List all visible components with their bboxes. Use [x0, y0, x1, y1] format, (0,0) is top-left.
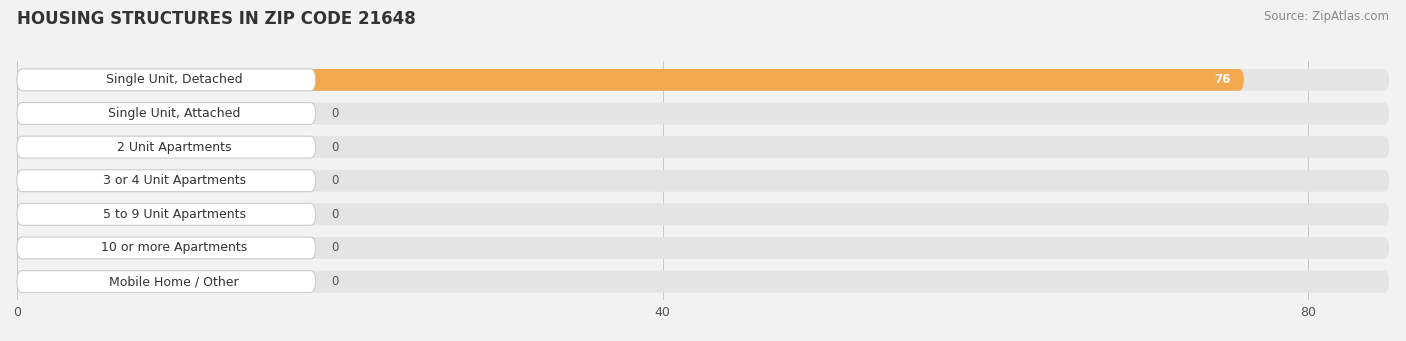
Text: 5 to 9 Unit Apartments: 5 to 9 Unit Apartments [103, 208, 246, 221]
Text: 2 Unit Apartments: 2 Unit Apartments [117, 140, 232, 153]
FancyBboxPatch shape [17, 103, 1389, 124]
FancyBboxPatch shape [17, 237, 1389, 259]
FancyBboxPatch shape [17, 136, 1389, 158]
Text: 0: 0 [332, 241, 339, 254]
FancyBboxPatch shape [17, 170, 315, 192]
FancyBboxPatch shape [17, 237, 315, 259]
Text: 0: 0 [332, 140, 339, 153]
FancyBboxPatch shape [17, 271, 1389, 293]
FancyBboxPatch shape [17, 103, 315, 124]
Text: 76: 76 [1215, 73, 1230, 86]
Text: Mobile Home / Other: Mobile Home / Other [110, 275, 239, 288]
FancyBboxPatch shape [17, 271, 315, 293]
Text: 0: 0 [332, 208, 339, 221]
FancyBboxPatch shape [17, 69, 315, 91]
FancyBboxPatch shape [17, 136, 315, 158]
Text: Single Unit, Attached: Single Unit, Attached [108, 107, 240, 120]
FancyBboxPatch shape [17, 237, 315, 259]
Text: 3 or 4 Unit Apartments: 3 or 4 Unit Apartments [103, 174, 246, 187]
FancyBboxPatch shape [17, 170, 315, 192]
Text: 0: 0 [332, 107, 339, 120]
FancyBboxPatch shape [17, 271, 315, 293]
FancyBboxPatch shape [17, 170, 1389, 192]
FancyBboxPatch shape [17, 69, 1389, 91]
FancyBboxPatch shape [17, 103, 315, 124]
Text: 0: 0 [332, 174, 339, 187]
Text: 10 or more Apartments: 10 or more Apartments [101, 241, 247, 254]
FancyBboxPatch shape [17, 204, 315, 225]
FancyBboxPatch shape [17, 136, 315, 158]
Text: Source: ZipAtlas.com: Source: ZipAtlas.com [1264, 10, 1389, 23]
Text: 0: 0 [332, 275, 339, 288]
FancyBboxPatch shape [17, 204, 315, 225]
FancyBboxPatch shape [17, 204, 1389, 225]
Text: Single Unit, Detached: Single Unit, Detached [105, 73, 243, 86]
Text: HOUSING STRUCTURES IN ZIP CODE 21648: HOUSING STRUCTURES IN ZIP CODE 21648 [17, 10, 416, 28]
FancyBboxPatch shape [17, 69, 1244, 91]
